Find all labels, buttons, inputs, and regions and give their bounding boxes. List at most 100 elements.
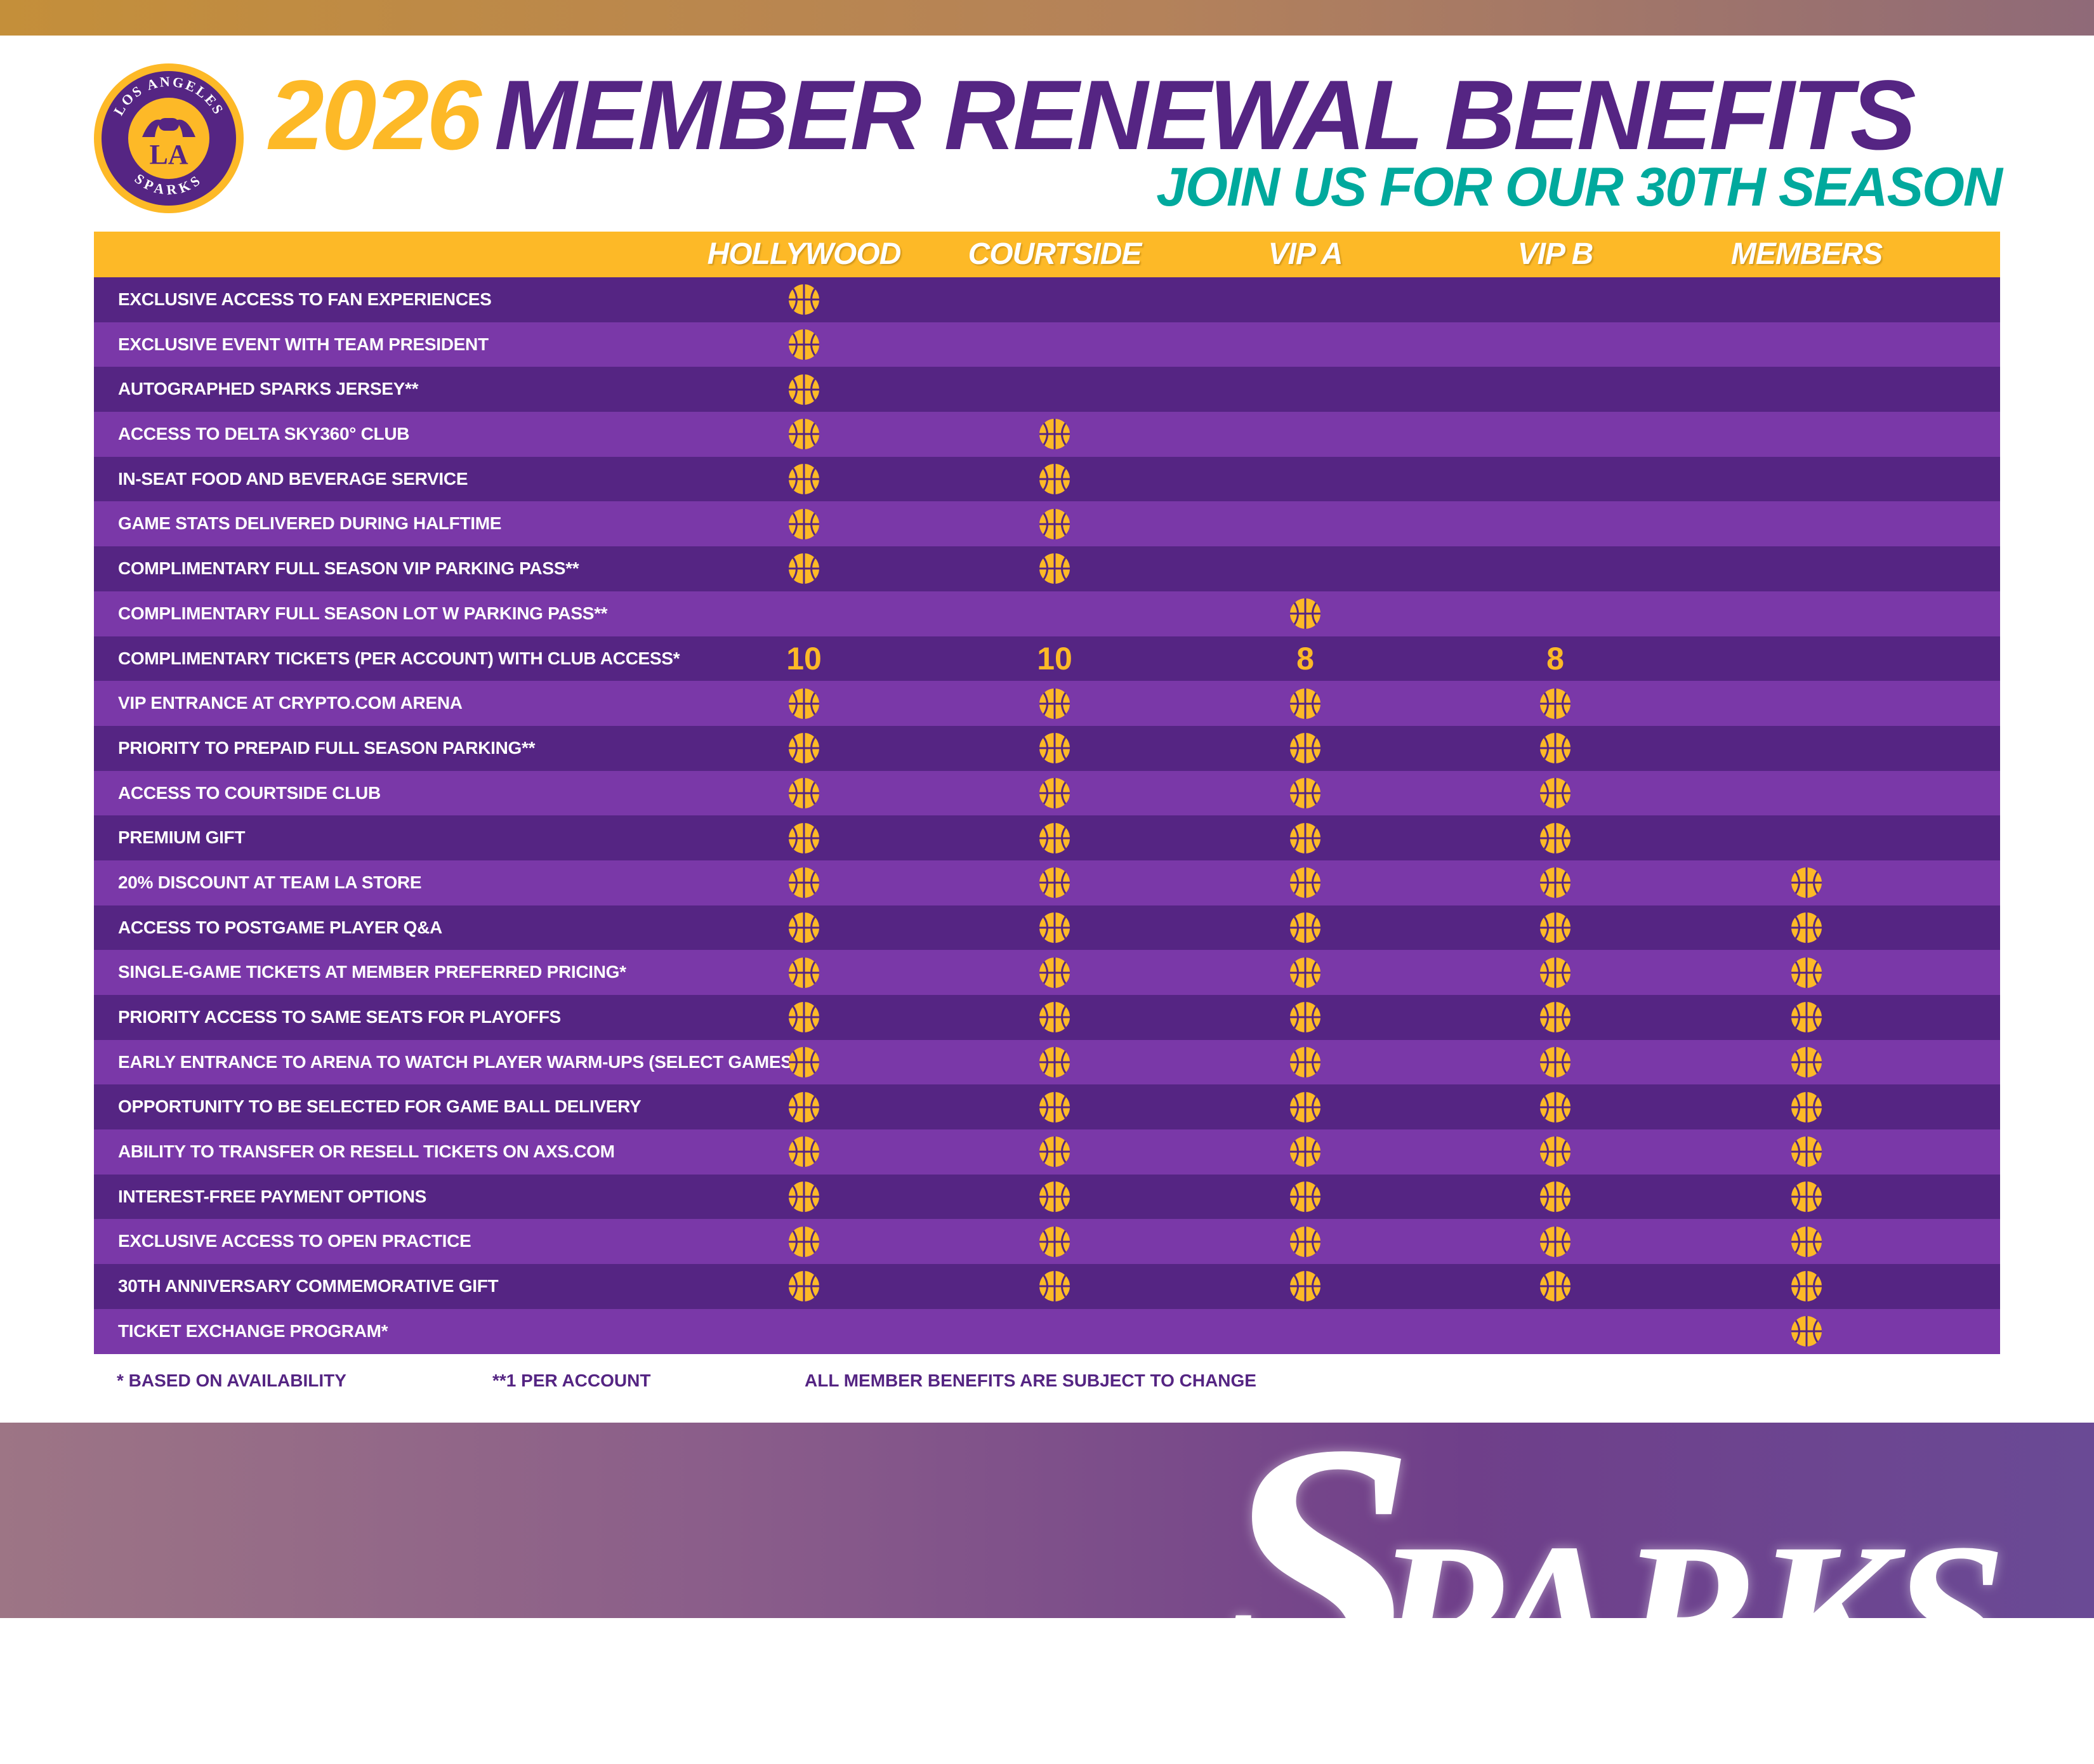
benefit-cell — [1517, 1219, 1593, 1264]
benefit-cell — [1017, 546, 1093, 591]
benefit-cell — [1017, 905, 1093, 951]
benefit-cell: 10 — [1017, 636, 1093, 681]
basketball-icon — [789, 1271, 819, 1302]
title-year: 2026 — [269, 60, 482, 171]
benefit-label: ABILITY TO TRANSFER OR RESELL TICKETS ON… — [118, 1142, 615, 1162]
benefit-label: SINGLE-GAME TICKETS AT MEMBER PREFERRED … — [118, 962, 626, 982]
benefit-label: PRIORITY TO PREPAID FULL SEASON PARKING*… — [118, 737, 536, 758]
benefit-cell — [1768, 1175, 1845, 1220]
basketball-icon — [1039, 822, 1070, 853]
benefit-cell: 10 — [766, 636, 842, 681]
benefits-table: HOLLYWOOD COURTSIDE VIP A VIP B MEMBERS EXCL… — [94, 232, 2000, 1354]
basketball-icon — [1791, 1316, 1822, 1347]
basketball-icon — [789, 1136, 819, 1168]
basketball-icon — [1039, 912, 1070, 943]
basketball-icon — [1540, 733, 1570, 764]
benefit-cell — [1267, 1129, 1343, 1175]
benefit-label: GAME STATS DELIVERED DURING HALFTIME — [118, 513, 502, 534]
benefit-cell — [1267, 1264, 1343, 1309]
benefit-cell — [1517, 815, 1593, 860]
benefit-cell — [1017, 501, 1093, 546]
benefit-cell — [766, 277, 842, 322]
benefit-label: PREMIUM GIFT — [118, 827, 246, 848]
benefit-cell — [1017, 815, 1093, 860]
benefit-cell — [766, 412, 842, 457]
benefit-cell — [1517, 1175, 1593, 1220]
benefit-cell — [1017, 1219, 1093, 1264]
benefit-cell — [1267, 905, 1343, 951]
basketball-icon — [1039, 957, 1070, 988]
basketball-icon — [1290, 1136, 1320, 1168]
benefit-cell — [1517, 860, 1593, 905]
basketball-icon — [1290, 598, 1320, 629]
basketball-icon — [1290, 1271, 1320, 1302]
benefit-label: AUTOGRAPHED SPARKS JERSEY** — [118, 379, 419, 399]
basketball-icon — [1039, 553, 1070, 584]
benefit-label: EXCLUSIVE ACCESS TO FAN EXPERIENCES — [118, 289, 492, 309]
basketball-icon — [1039, 867, 1070, 898]
benefit-cell — [766, 726, 842, 771]
benefit-cell — [1768, 950, 1845, 995]
basketball-icon — [1791, 1136, 1822, 1168]
benefit-cell — [1517, 1084, 1593, 1129]
benefit-cell — [1517, 1264, 1593, 1309]
basketball-icon — [1290, 733, 1320, 764]
basketball-icon — [789, 329, 819, 360]
benefit-cell — [766, 546, 842, 591]
benefit-cell — [1267, 591, 1343, 636]
benefit-cell — [766, 1264, 842, 1309]
benefit-cell — [766, 457, 842, 502]
table-row: EXCLUSIVE EVENT WITH TEAM PRESIDENT — [94, 322, 2000, 367]
basketball-icon — [1290, 688, 1320, 719]
benefit-cell — [1517, 905, 1593, 951]
basketball-icon — [1290, 1226, 1320, 1257]
table-row: EXCLUSIVE ACCESS TO OPEN PRACTICE — [94, 1219, 2000, 1265]
benefit-cell — [1517, 995, 1593, 1040]
ticket-count: 10 — [786, 640, 822, 676]
column-header: COURTSIDE — [968, 237, 1142, 271]
table-row: IN-SEAT FOOD AND BEVERAGE SERVICE — [94, 456, 2000, 502]
basketball-icon — [1039, 1136, 1070, 1168]
benefit-cell — [1768, 905, 1845, 951]
basketball-icon — [789, 1002, 819, 1033]
basketball-icon — [789, 688, 819, 719]
benefit-cell — [1267, 1040, 1343, 1085]
benefit-label: COMPLIMENTARY TICKETS (PER ACCOUNT) WITH… — [118, 648, 680, 668]
basketball-icon — [1791, 1271, 1822, 1302]
benefit-cell — [1267, 726, 1343, 771]
benefit-label: TICKET EXCHANGE PROGRAM* — [118, 1320, 388, 1341]
basketball-icon — [1540, 688, 1570, 719]
column-header: VIP B — [1517, 237, 1594, 271]
benefit-label: OPPORTUNITY TO BE SELECTED FOR GAME BALL… — [118, 1096, 642, 1117]
basketball-icon — [1290, 1047, 1320, 1078]
page-title: 2026 MEMBER RENEWAL BENEFITS — [269, 58, 1916, 173]
benefit-cell — [1267, 771, 1343, 816]
benefit-cell — [766, 995, 842, 1040]
benefit-cell — [1267, 1175, 1343, 1220]
basketball-icon — [789, 1091, 819, 1122]
table-row: COMPLIMENTARY FULL SEASON LOT W PARKING … — [94, 591, 2000, 636]
basketball-icon — [1039, 1047, 1070, 1078]
table-row: PRIORITY ACCESS TO SAME SEATS FOR PLAYOF… — [94, 995, 2000, 1040]
benefit-cell — [1768, 1040, 1845, 1085]
table-row: 20% DISCOUNT AT TEAM LA STORE — [94, 860, 2000, 905]
basketball-icon — [1791, 867, 1822, 898]
basketball-icon — [789, 957, 819, 988]
table-row: COMPLIMENTARY TICKETS (PER ACCOUNT) WITH… — [94, 636, 2000, 681]
benefit-cell — [1267, 1084, 1343, 1129]
ticket-count: 10 — [1037, 640, 1072, 676]
benefit-cell — [1768, 860, 1845, 905]
benefit-cell — [766, 815, 842, 860]
footnote-availability: * BASED ON AVAILABILITY — [117, 1371, 346, 1390]
basketball-icon — [1540, 1271, 1570, 1302]
benefit-label: 30TH ANNIVERSARY COMMEMORATIVE GIFT — [118, 1276, 499, 1296]
benefit-label: COMPLIMENTARY FULL SEASON VIP PARKING PA… — [118, 558, 579, 579]
benefit-label: EXCLUSIVE ACCESS TO OPEN PRACTICE — [118, 1231, 471, 1251]
table-body: EXCLUSIVE ACCESS TO FAN EXPERIENCES EXCLU… — [94, 277, 2000, 1354]
sparks-wordmark: SPARKS — [1218, 1371, 2006, 1764]
table-row: ABILITY TO TRANSFER OR RESELL TICKETS ON… — [94, 1129, 2000, 1175]
footnote-subject-to-change: ALL MEMBER BENEFITS ARE SUBJECT TO CHANG… — [805, 1371, 1256, 1390]
benefit-cell — [1017, 1264, 1093, 1309]
basketball-icon — [789, 419, 819, 450]
basketball-icon — [1540, 777, 1570, 808]
